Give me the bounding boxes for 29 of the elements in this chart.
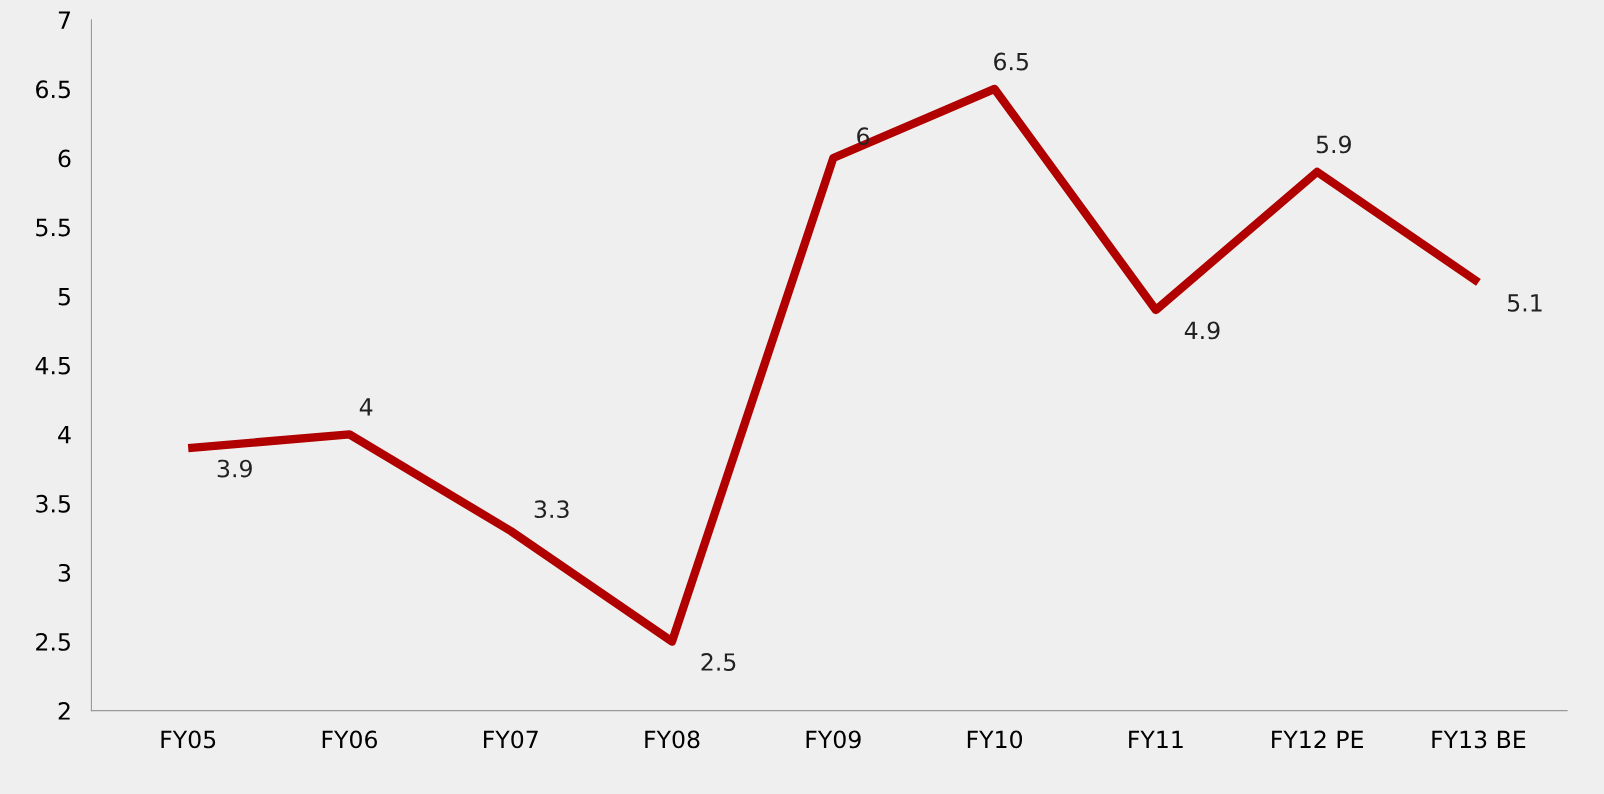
x-tick-label: FY09: [806, 730, 861, 749]
data-label: 3.3: [534, 500, 569, 519]
y-tick-label: 5.5: [36, 218, 70, 237]
data-label: 4: [359, 398, 373, 416]
x-tick-label: FY12 PE: [1272, 730, 1363, 749]
y-tick-label: 6: [58, 149, 71, 168]
data-label: 4.9: [1184, 321, 1220, 340]
x-tick-label: FY10: [967, 730, 1023, 749]
x-tick-label: FY11: [1129, 730, 1183, 749]
y-tick-label: 3: [58, 563, 71, 582]
data-label: 5.9: [1316, 135, 1351, 154]
x-tick-label: FY08: [645, 730, 700, 749]
y-tick-label: 6.5: [36, 80, 70, 99]
x-tick-label: FY13 BE: [1432, 730, 1526, 749]
x-tick-label: FY06: [322, 730, 378, 749]
x-tick-label: FY05: [161, 730, 216, 749]
y-tick-label: 5: [58, 287, 70, 306]
y-tick-label: 2.5: [36, 633, 70, 651]
y-tick-label: 3.5: [36, 494, 70, 513]
y-tick-label: 7: [58, 11, 70, 29]
y-tick-label: 4.5: [35, 357, 70, 375]
y-tick-label: 2: [58, 702, 70, 720]
data-label: 2.5: [701, 653, 736, 671]
data-label: 6.5: [994, 52, 1028, 71]
data-label: 3.9: [217, 459, 252, 478]
data-label: 6: [857, 127, 870, 146]
y-tick-label: 4: [58, 426, 71, 444]
x-tick-label: FY07: [484, 730, 538, 749]
data-label: 5.1: [1508, 294, 1542, 312]
